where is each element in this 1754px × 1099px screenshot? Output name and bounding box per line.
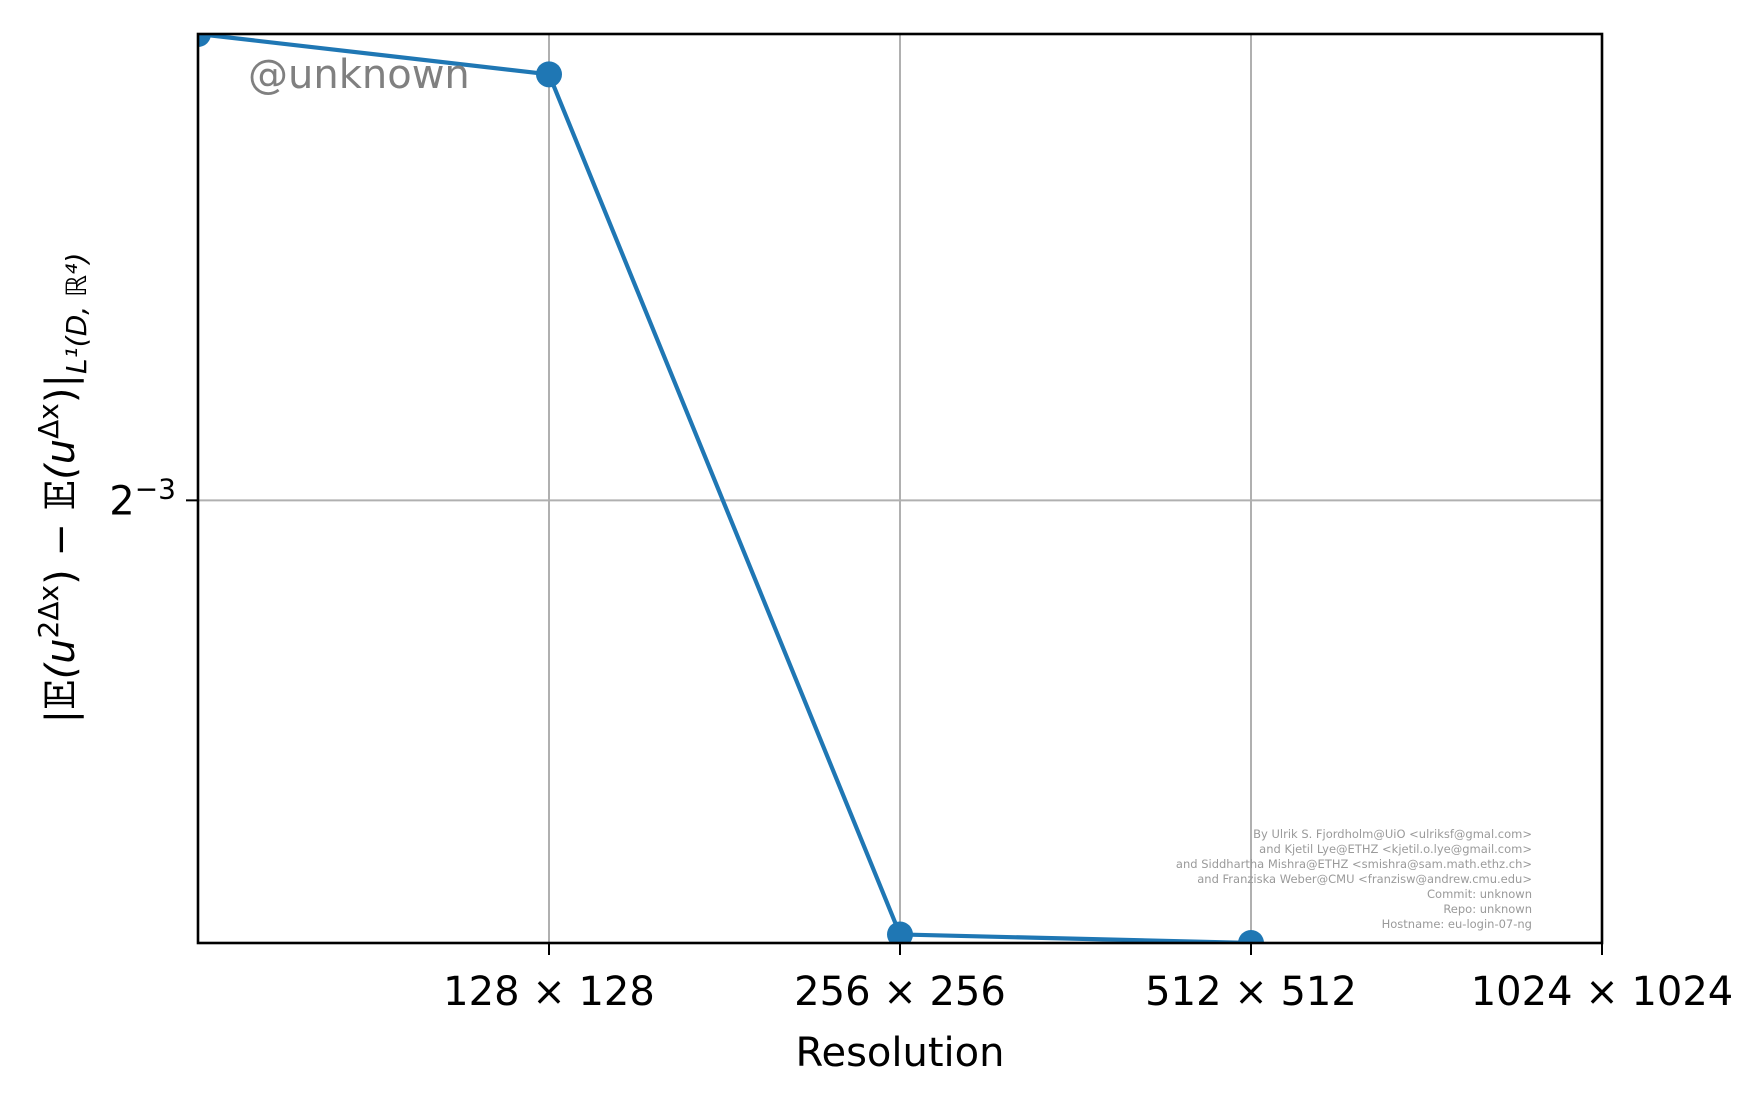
data-point	[198, 34, 211, 47]
series-line	[198, 34, 1252, 943]
credits-line: and Franziska Weber@CMU <franzisw@andrew…	[1197, 872, 1532, 886]
credits-line: Repo: unknown	[1443, 902, 1532, 916]
y-axis-label: |𝔼(u2Δx) − 𝔼(uΔx)|L¹(D, ℝ⁴)	[32, 253, 93, 724]
plot-area	[186, 32, 1604, 955]
tick-marks	[186, 499, 1603, 955]
data-point	[536, 61, 562, 88]
x-tick-label: 1024 × 1024	[1471, 969, 1734, 1015]
credits-block: By Ulrik S. Fjordholm@UiO <ulriksf@gmal.…	[1176, 827, 1532, 931]
credits-line: By Ulrik S. Fjordholm@UiO <ulriksf@gmal.…	[1253, 827, 1532, 841]
credits-line: Hostname: eu-login-07-ng	[1382, 917, 1532, 931]
credits-line: and Kjetil Lye@ETHZ <kjetil.o.lye@gmail.…	[1259, 842, 1532, 856]
data-point	[1238, 930, 1264, 943]
x-tick-label: 128 × 128	[443, 969, 655, 1015]
x-axis-label: Resolution	[795, 1030, 1004, 1076]
x-tick-label: 256 × 256	[794, 969, 1006, 1015]
data-series	[198, 34, 1264, 943]
watermark-text: @unknown	[248, 52, 470, 98]
credits-line: Commit: unknown	[1427, 887, 1532, 901]
y-tick-label: 2−3	[109, 472, 176, 524]
data-point	[887, 921, 913, 943]
credits-line: and Siddhartha Mishra@ETHZ <smishra@sam.…	[1176, 857, 1532, 871]
x-tick-label: 512 × 512	[1145, 969, 1357, 1015]
